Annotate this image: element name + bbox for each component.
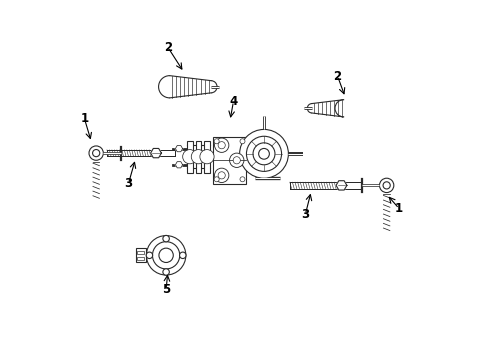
Circle shape — [233, 157, 240, 164]
Circle shape — [218, 172, 225, 179]
Circle shape — [152, 242, 180, 269]
Circle shape — [147, 235, 186, 275]
Circle shape — [214, 139, 219, 144]
Bar — [196, 140, 201, 173]
Circle shape — [163, 235, 170, 242]
Circle shape — [246, 136, 282, 171]
Bar — [137, 251, 144, 254]
Text: 3: 3 — [124, 177, 132, 190]
Text: 3: 3 — [301, 208, 309, 221]
Circle shape — [218, 141, 225, 149]
Circle shape — [179, 252, 186, 258]
Bar — [187, 140, 193, 173]
Polygon shape — [175, 145, 183, 152]
Polygon shape — [150, 148, 161, 158]
Text: 2: 2 — [334, 69, 342, 82]
Text: 1: 1 — [80, 112, 88, 125]
Circle shape — [191, 150, 205, 164]
Circle shape — [93, 149, 100, 157]
Text: 4: 4 — [229, 95, 238, 108]
Circle shape — [253, 143, 275, 165]
Bar — [204, 140, 210, 173]
Circle shape — [240, 130, 289, 178]
Circle shape — [215, 138, 229, 152]
Circle shape — [183, 150, 197, 164]
Circle shape — [159, 248, 173, 262]
Text: 2: 2 — [164, 41, 172, 54]
Circle shape — [214, 177, 219, 182]
Polygon shape — [175, 162, 183, 168]
Circle shape — [89, 146, 103, 160]
Circle shape — [215, 168, 229, 183]
Text: 5: 5 — [162, 283, 170, 296]
Circle shape — [383, 182, 390, 189]
Text: 1: 1 — [395, 202, 403, 215]
Circle shape — [230, 153, 244, 167]
Circle shape — [240, 177, 245, 182]
Bar — [137, 257, 144, 260]
Circle shape — [200, 150, 214, 164]
Polygon shape — [336, 181, 347, 190]
Bar — [213, 137, 246, 184]
Circle shape — [163, 269, 170, 275]
Circle shape — [240, 139, 245, 144]
Circle shape — [259, 148, 270, 159]
Bar — [136, 248, 147, 262]
Circle shape — [379, 178, 394, 193]
Circle shape — [146, 252, 153, 258]
